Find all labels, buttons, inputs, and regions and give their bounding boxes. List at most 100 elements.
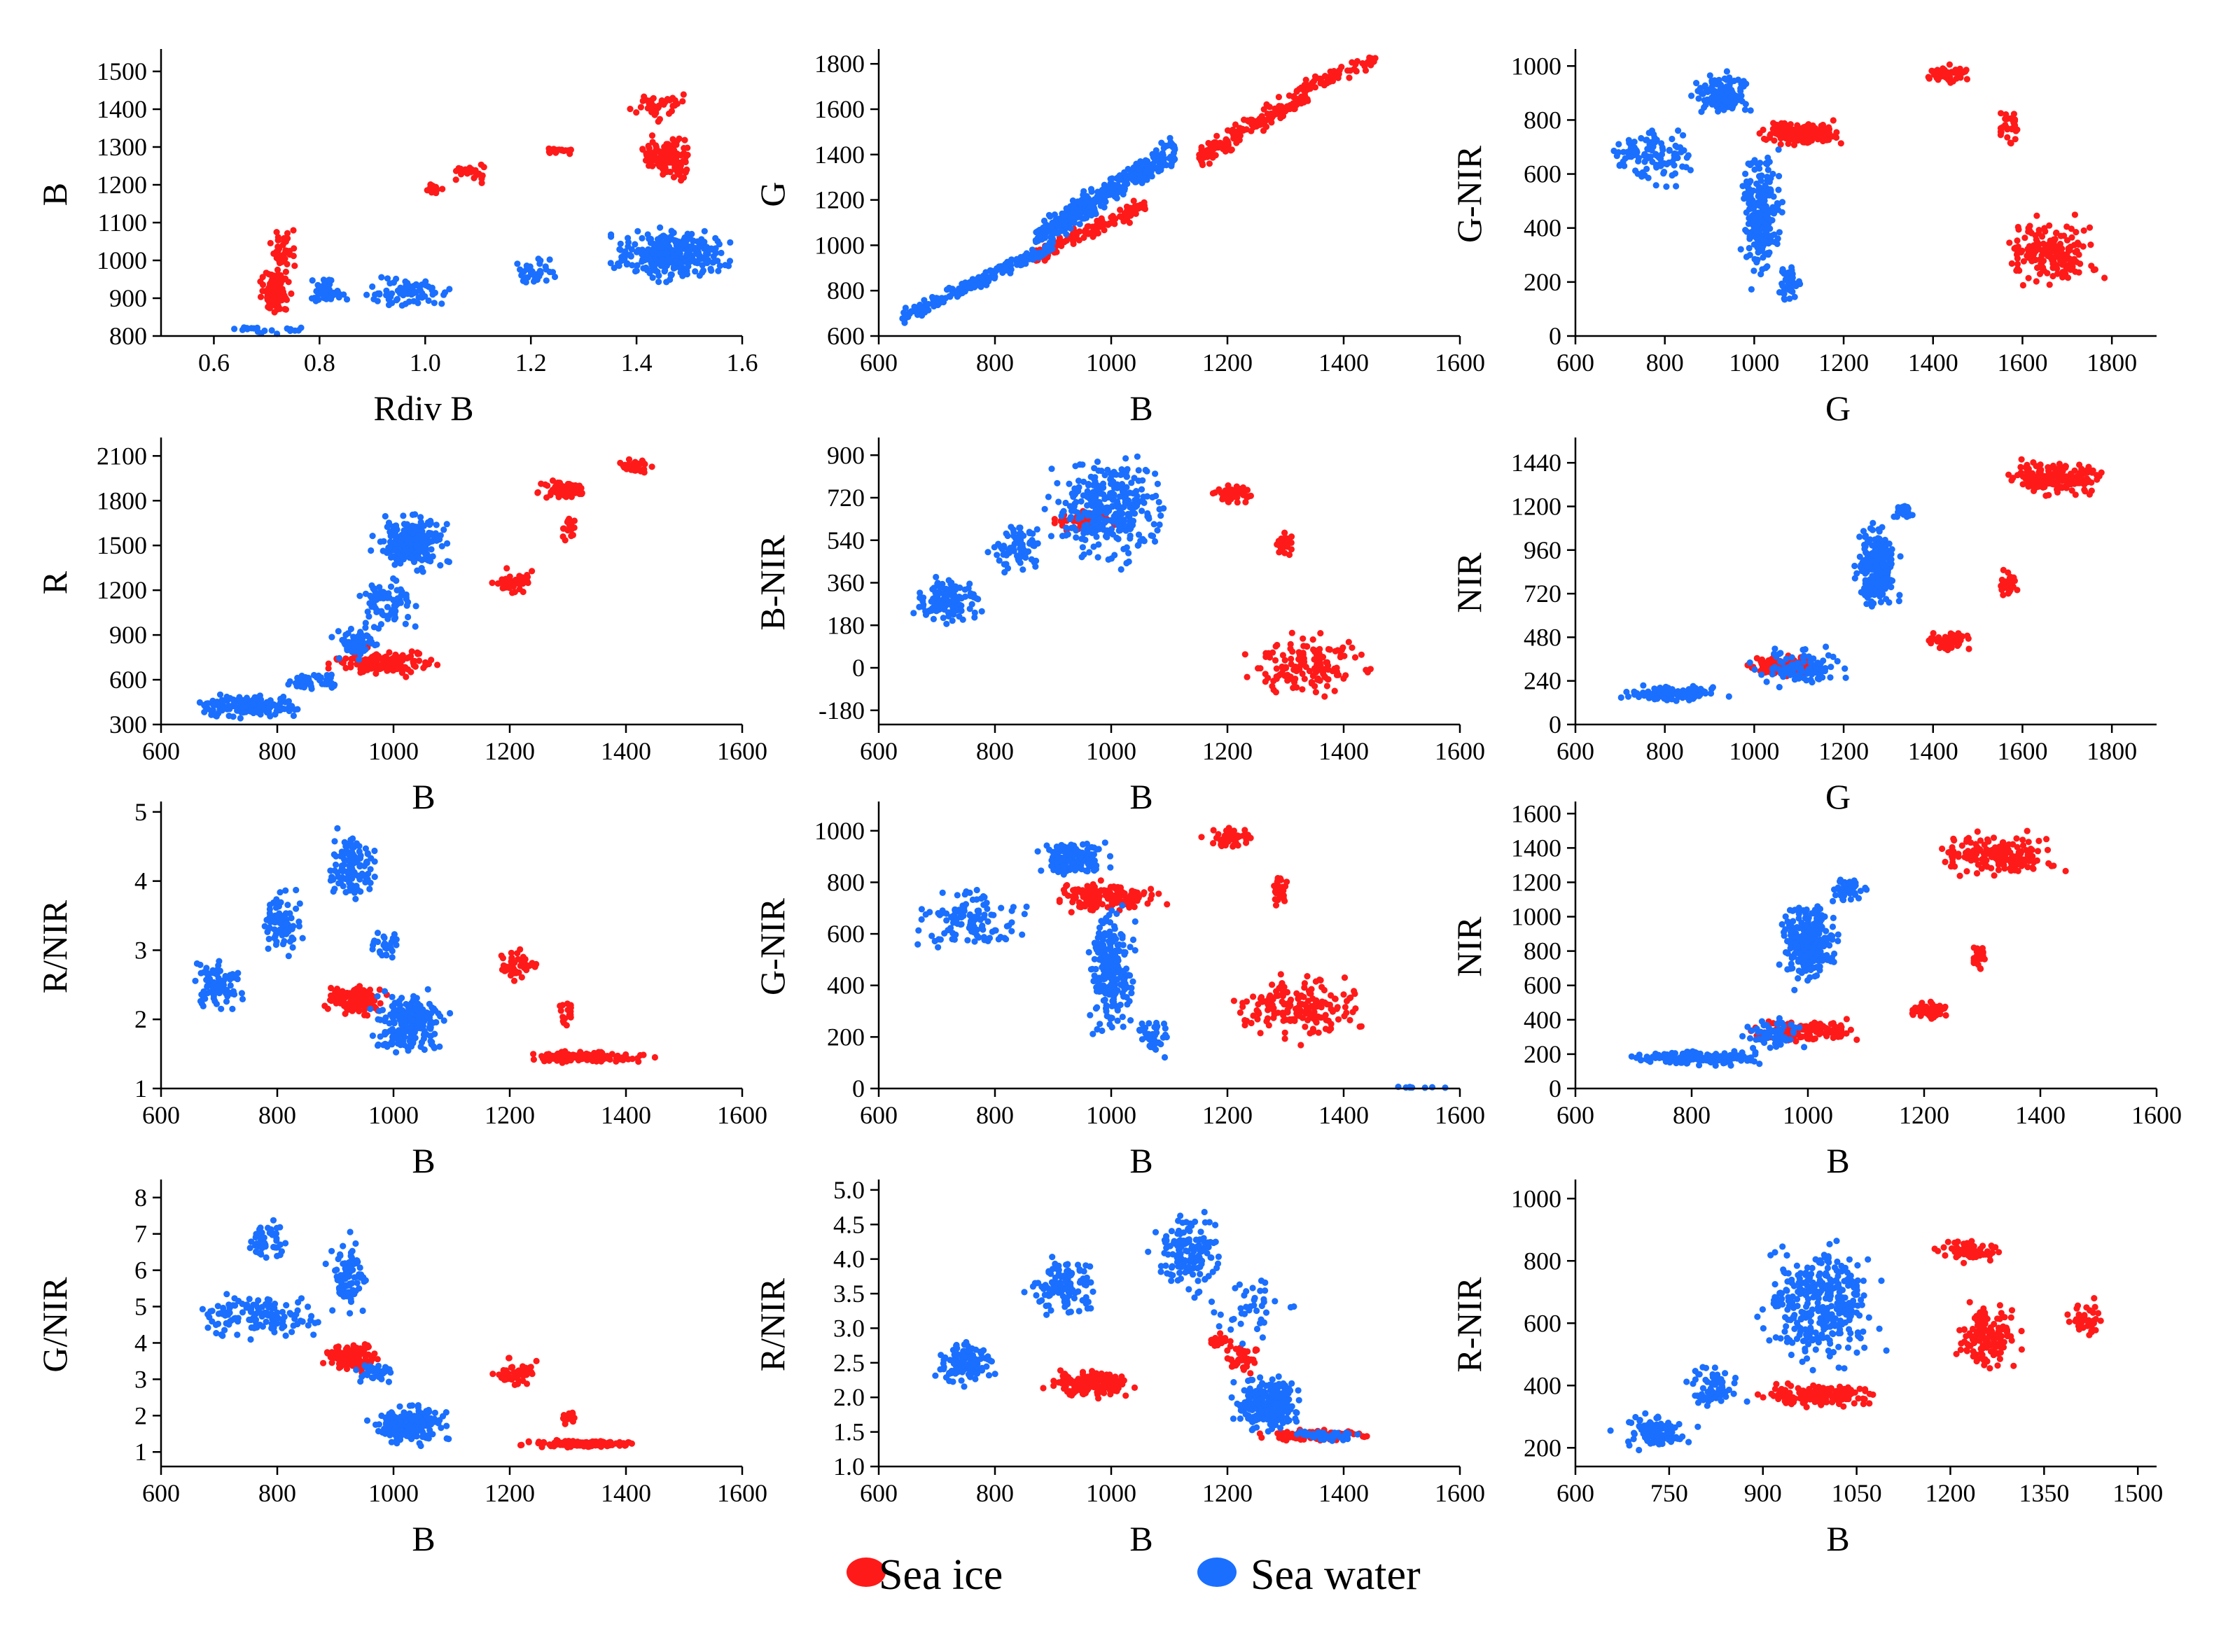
data-point	[2098, 469, 2105, 476]
x-tick-label: 1600	[1997, 349, 2047, 377]
data-point	[1715, 105, 1722, 112]
data-point	[1079, 544, 1086, 551]
y-tick-label: 360	[827, 569, 865, 597]
data-point	[1273, 665, 1280, 672]
data-point	[1114, 481, 1121, 488]
data-point	[1118, 516, 1125, 524]
data-point	[701, 227, 708, 234]
y-tick-label: 1300	[97, 133, 147, 161]
data-point	[1680, 132, 1687, 139]
data-point	[2071, 211, 2078, 218]
data-point	[1741, 106, 1748, 113]
data-point	[1052, 220, 1059, 227]
data-point	[536, 273, 543, 280]
data-point	[419, 568, 426, 575]
data-point	[278, 274, 285, 281]
data-point	[1837, 140, 1844, 147]
data-point	[1008, 256, 1015, 263]
data-point	[1777, 135, 1784, 142]
data-point	[524, 573, 531, 580]
data-point	[242, 696, 249, 704]
data-point	[1016, 524, 1023, 531]
data-point	[657, 234, 664, 241]
data-point	[267, 239, 274, 246]
data-point	[422, 278, 429, 285]
data-point	[1964, 632, 1971, 639]
data-point	[2007, 573, 2014, 580]
data-point	[2042, 242, 2049, 249]
data-point	[546, 256, 553, 263]
data-point	[342, 655, 349, 662]
data-point	[1120, 188, 1127, 195]
data-point	[943, 620, 950, 627]
data-point	[2036, 467, 2043, 474]
data-point	[1760, 126, 1767, 134]
data-point	[664, 249, 671, 257]
data-point	[930, 603, 937, 611]
data-point	[2018, 456, 2025, 463]
data-point	[1040, 217, 1048, 225]
data-point	[271, 309, 278, 316]
data-point	[2086, 491, 2093, 498]
data-point	[444, 558, 451, 565]
data-point	[1257, 665, 1264, 672]
data-point	[378, 608, 385, 615]
data-point	[1049, 245, 1056, 253]
data-point	[207, 707, 215, 714]
data-point	[419, 556, 426, 564]
data-point	[274, 281, 281, 288]
data-point	[1753, 654, 1760, 662]
data-point	[2033, 236, 2040, 243]
data-point	[1652, 182, 1659, 189]
data-point	[1756, 218, 1763, 225]
data-point	[930, 615, 937, 623]
data-point	[627, 106, 634, 113]
data-point	[412, 603, 419, 610]
data-point	[1723, 76, 1730, 83]
data-point	[1776, 173, 1783, 180]
data-point	[503, 565, 510, 572]
data-point	[1293, 684, 1300, 691]
data-point	[2068, 256, 2075, 263]
data-point	[1085, 482, 1092, 489]
data-point	[1066, 503, 1073, 510]
data-point	[1073, 211, 1080, 218]
data-point	[510, 578, 517, 584]
data-point	[1075, 488, 1082, 495]
data-point	[425, 661, 433, 668]
data-point	[414, 567, 421, 574]
data-point	[649, 162, 656, 169]
y-tick-label: 2100	[97, 442, 147, 470]
data-point	[290, 712, 297, 720]
data-point	[1744, 184, 1751, 191]
data-point	[1764, 251, 1771, 258]
data-point	[2021, 234, 2028, 241]
data-point	[1795, 278, 1802, 285]
data-point	[2025, 225, 2032, 232]
data-point	[1747, 107, 1754, 114]
data-point	[1757, 211, 1764, 218]
data-point	[2064, 274, 2072, 281]
data-point	[670, 252, 677, 259]
data-point	[1097, 195, 1104, 202]
data-point	[1788, 276, 1795, 283]
x-tick-label: 1200	[1202, 349, 1253, 377]
data-point	[369, 283, 376, 290]
data-point	[325, 665, 332, 672]
data-point	[1753, 234, 1760, 241]
data-point	[1291, 105, 1298, 113]
data-point	[1103, 517, 1110, 524]
data-point	[527, 271, 535, 278]
data-point	[1130, 164, 1137, 172]
data-point	[410, 289, 417, 297]
data-point	[1297, 654, 1305, 661]
data-point	[378, 274, 385, 281]
data-point	[2045, 491, 2052, 498]
data-point	[978, 608, 985, 615]
data-point	[687, 255, 694, 262]
data-point	[1683, 154, 1690, 161]
data-point	[1731, 77, 1738, 85]
data-point	[919, 304, 926, 312]
chart-panel-4: 600 800 1000 1200 1400 1600300600900120015001…	[35, 438, 767, 816]
data-point	[446, 286, 453, 293]
